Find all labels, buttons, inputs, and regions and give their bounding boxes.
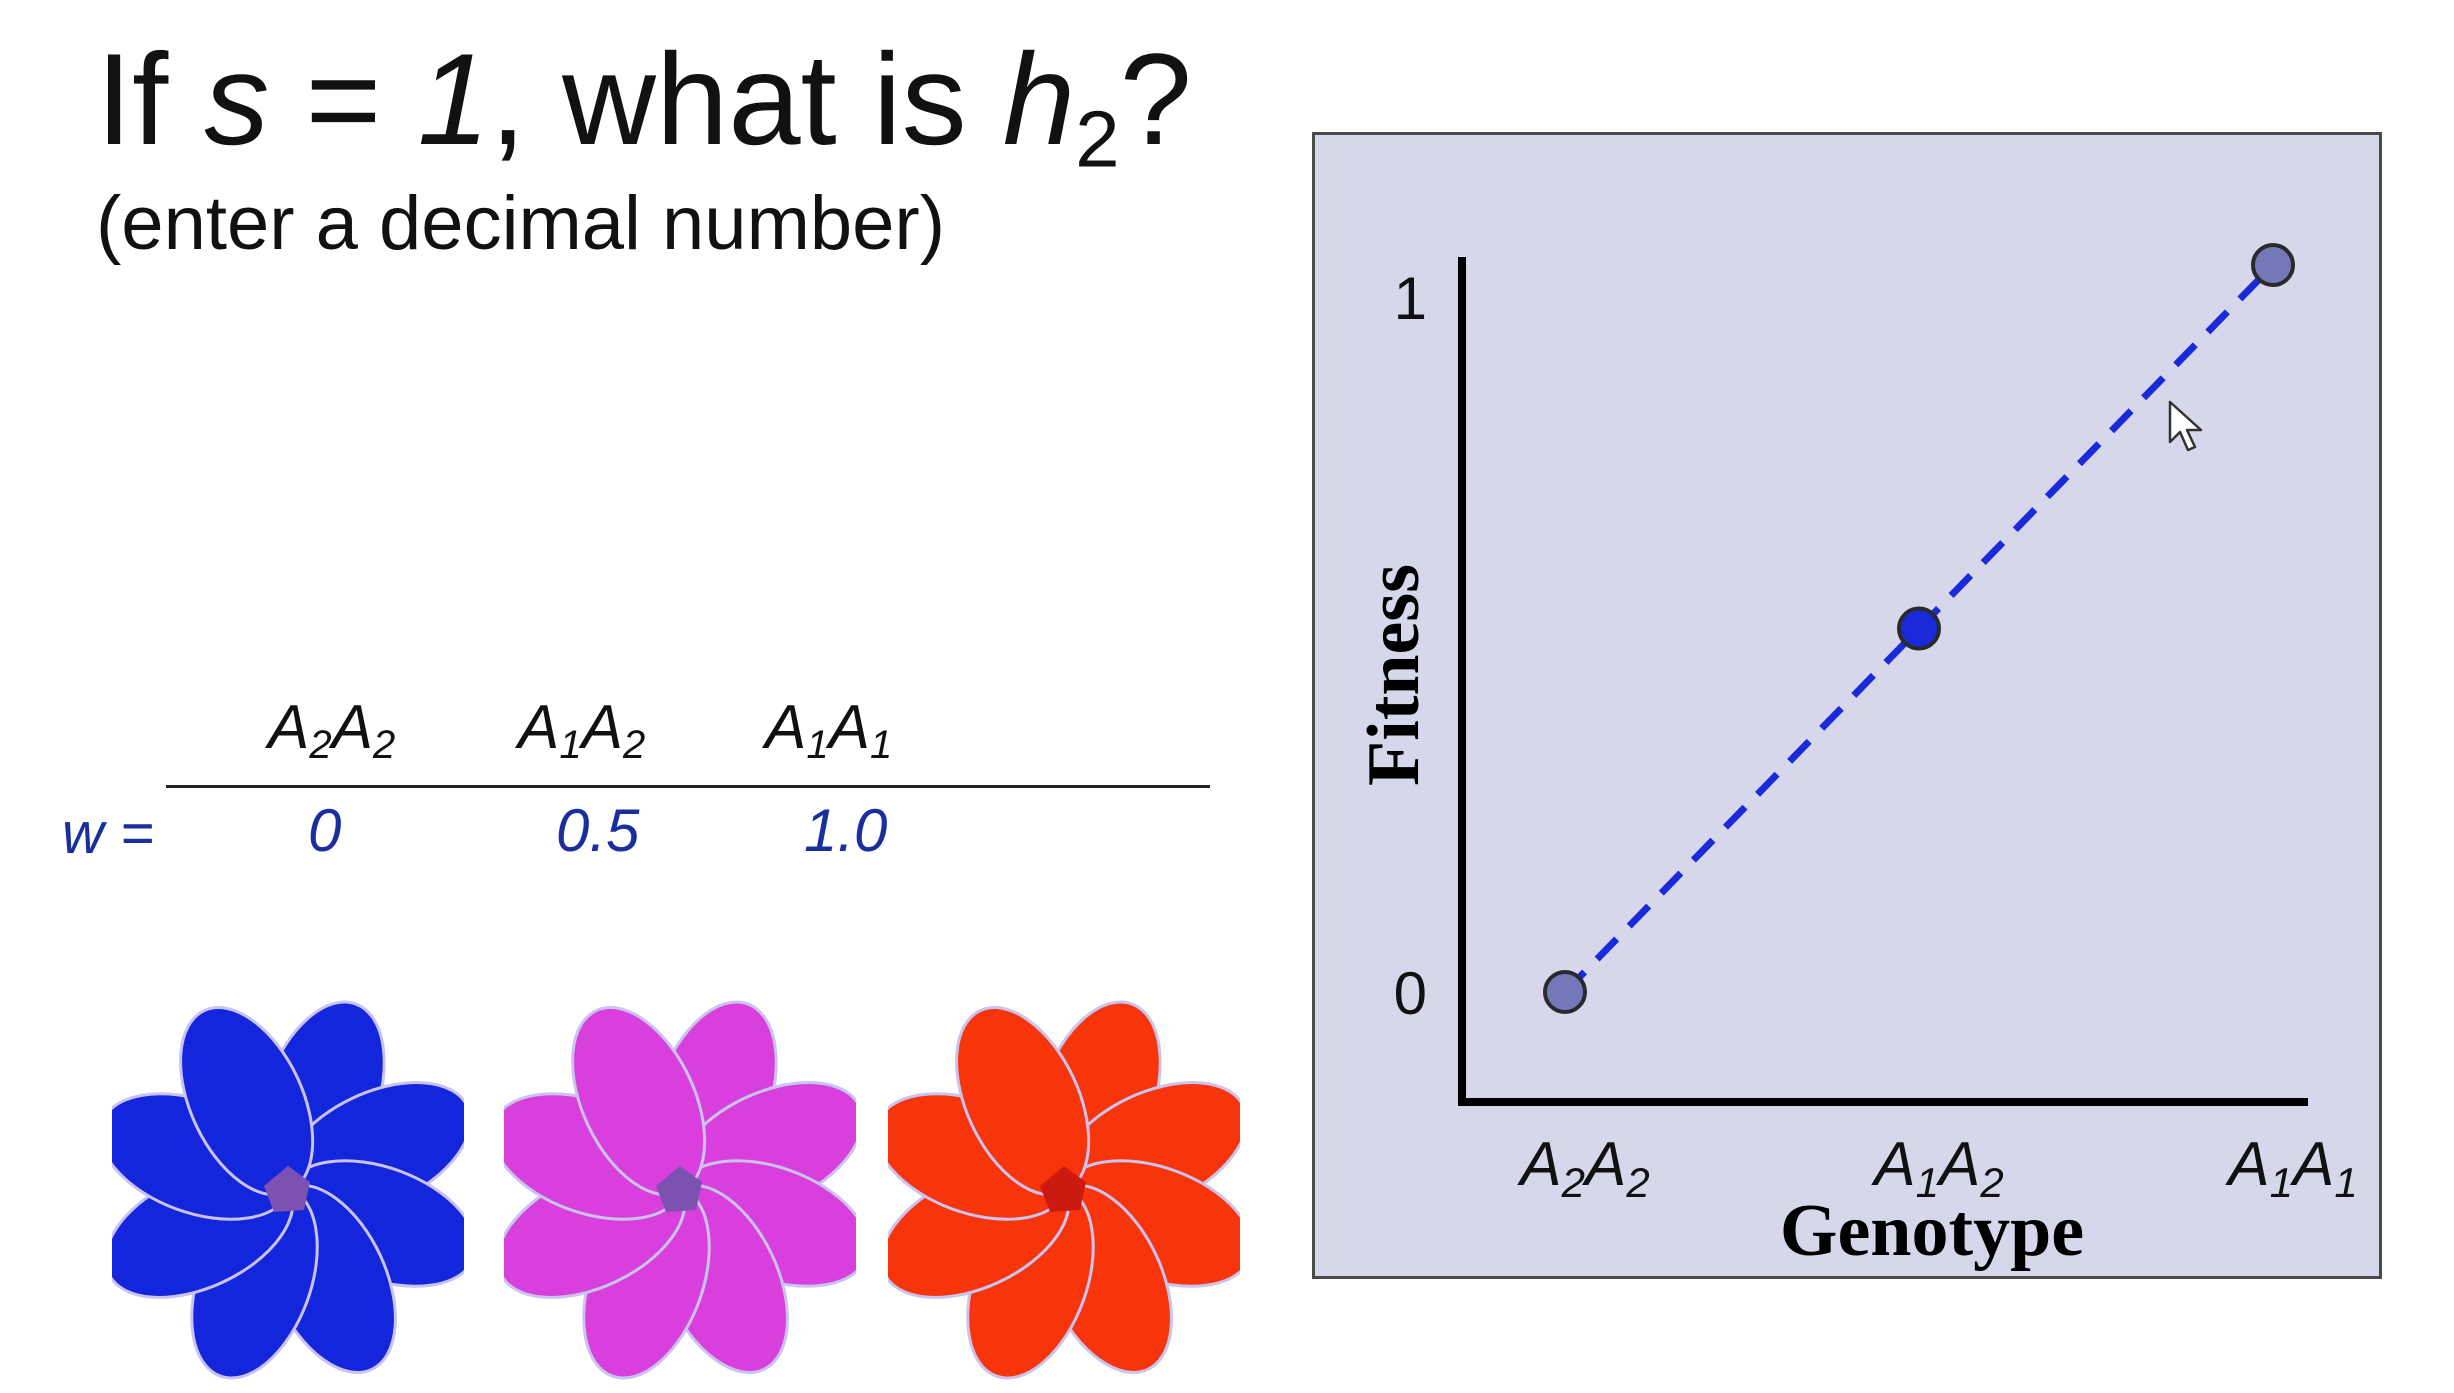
genotype-header-a2a2: A2A2 [268,693,396,767]
genotype-header-a1a1: A1A1 [765,693,893,767]
data-point [1897,606,1941,651]
question-subtitle: (enter a decimal number) [96,181,946,266]
series-line-segment [1916,262,2276,631]
data-point [1543,970,1587,1014]
y-tick-label: 0 [1394,960,1427,1027]
series-line-segment [1562,626,1922,995]
y-axis-title: Fitness [1353,564,1435,786]
fitness-value-a1a1: 1.0 [804,797,888,864]
fitness-chart-panel: 0 1 A2A2 A1A2 A1A1 Genotype Fitness [1312,132,2382,1279]
table-rule [166,785,1210,788]
x-axis-title: Genotype [1780,1190,2084,1272]
red-flower [888,1000,1240,1380]
question-title: If s = 1, what is h2? [96,26,1192,184]
fitness-value-a1a2: 0.5 [556,797,640,864]
y-tick-label: 1 [1394,265,1427,332]
x-tick-label: A1A1 [2224,1130,2357,1206]
flower-center [656,1166,702,1212]
x-tick-label: A2A2 [1516,1130,1649,1206]
blue-flower [112,1000,464,1380]
genotype-header-a1a2: A1A2 [518,693,646,767]
fitness-chart: 0 1 A2A2 A1A2 A1A1 Genotype Fitness [1353,243,2358,1272]
data-point [2251,243,2295,287]
magenta-flower [504,1000,856,1380]
fitness-row-label: w = [62,801,154,866]
mouse-cursor-icon [2168,400,2203,452]
fitness-value-a2a2: 0 [308,797,342,864]
x-tick-label: A1A2 [1870,1130,2003,1206]
flower-center [264,1166,310,1212]
flower-center [1040,1166,1086,1212]
